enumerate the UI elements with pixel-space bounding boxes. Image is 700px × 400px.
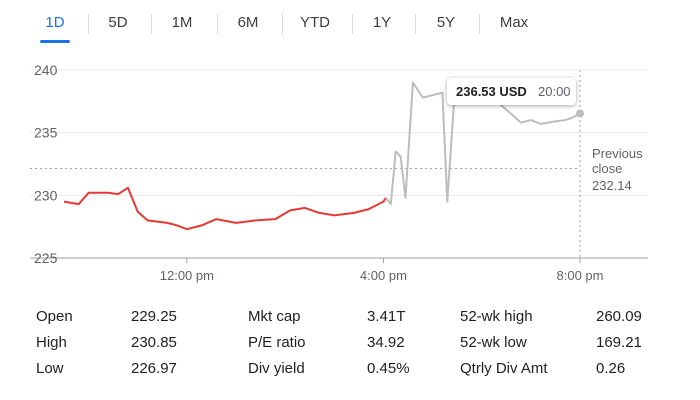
stat-label-qtrly-div: Qtrly Div Amt [460,360,548,377]
tab-max[interactable]: Max [499,14,529,31]
previous-close-value: 232.14 [592,178,632,193]
x-axis-ticks: 12:00 pm 4:00 pm 8:00 pm [160,258,604,283]
stat-value-mkt-cap: 3.41T [367,308,406,325]
stat-label-mkt-cap: Mkt cap [248,308,301,325]
regular-session-line [63,186,387,231]
chart-grid [30,69,648,259]
tab-5d[interactable]: 5D [108,14,128,31]
stat-value-low: 226.97 [131,360,177,377]
x-tick-label: 8:00 pm [557,268,604,283]
y-axis-ticks: 240 235 230 225 [34,62,58,266]
tooltip-price: 236.53 USD [456,84,527,99]
price-tooltip: 236.53 USD 20:00 [447,78,576,105]
tab-divider [88,14,89,34]
stat-label-high: High [36,334,67,351]
stat-value-qtrly-div: 0.26 [596,360,626,377]
y-tick-label: 225 [34,250,58,266]
stat-value-52wk-high: 260.09 [596,308,642,325]
tooltip-time: 20:00 [538,84,571,99]
tab-divider [415,14,416,34]
stat-label-52wk-low: 52-wk low [460,334,527,351]
tab-divider [217,14,218,34]
last-price-marker [576,109,584,118]
tab-divider [151,14,152,34]
previous-close-label: close [592,161,622,176]
x-tick-label: 4:00 pm [360,268,407,283]
tab-divider [479,14,480,34]
y-tick-label: 240 [34,62,58,78]
price-chart[interactable]: 240 235 230 225 12:00 pm 4:00 pm 8:00 pm Prev… [0,50,700,290]
previous-close-label: Previous [592,146,643,161]
stat-value-div-yield: 0.45% [367,360,410,377]
stat-label-open: Open [36,308,73,325]
stat-value-52wk-low: 169.21 [596,334,642,351]
tab-ytd[interactable]: YTD [300,14,330,31]
stat-value-pe-ratio: 34.92 [367,334,405,351]
stat-label-52wk-high: 52-wk high [460,308,533,325]
tab-1d[interactable]: 1D [45,14,65,31]
stat-label-div-yield: Div yield [248,360,305,377]
tab-divider [282,14,283,34]
stat-value-open: 229.25 [131,308,177,325]
stat-label-pe-ratio: P/E ratio [248,334,306,351]
x-tick-label: 12:00 pm [160,268,214,283]
range-tabs: 1D 5D 1M 6M YTD 1Y 5Y Max [0,0,700,46]
tab-1m[interactable]: 1M [171,14,193,31]
y-tick-label: 230 [34,187,58,203]
y-tick-label: 235 [34,125,58,141]
key-stats: Open 229.25 High 230.85 Low 226.97 Mkt c… [0,304,700,394]
stat-value-high: 230.85 [131,334,177,351]
tab-1y[interactable]: 1Y [372,14,392,31]
tab-6m[interactable]: 6M [237,14,259,31]
active-tab-indicator [40,40,70,43]
tab-5y[interactable]: 5Y [436,14,456,31]
tab-divider [352,14,353,34]
stat-label-low: Low [36,360,64,377]
